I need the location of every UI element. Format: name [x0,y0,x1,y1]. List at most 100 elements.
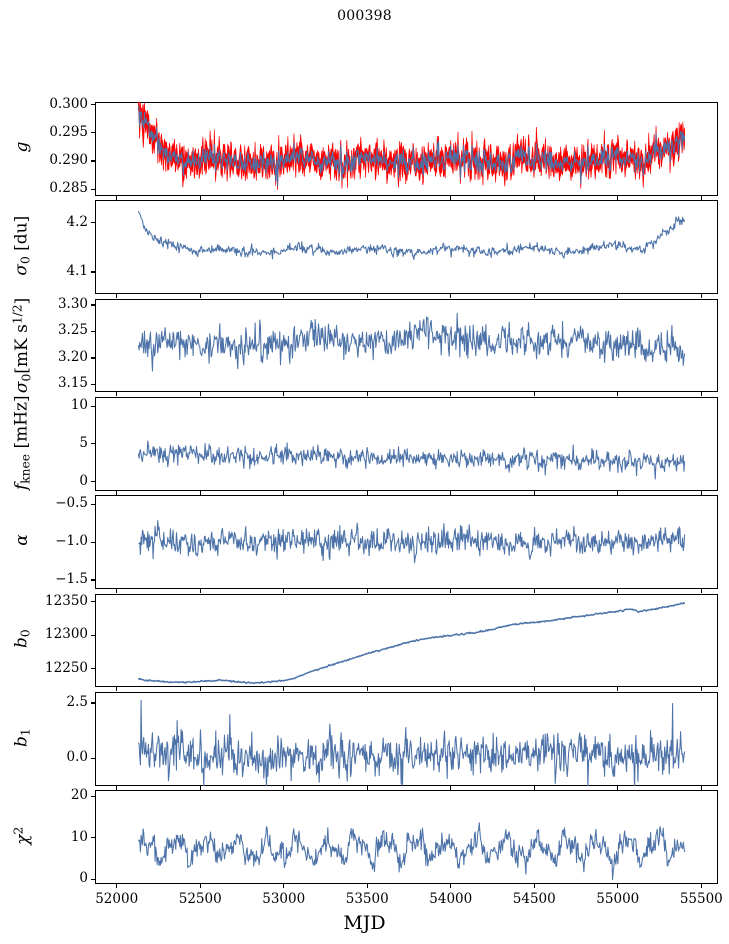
x-tickmark [283,589,285,594]
x-tickmark [700,392,702,397]
y-tick-label-f_knee: 10 [70,397,88,414]
x-tickmark [199,785,201,790]
y-tick-label-sigma0_mK: 3.25 [57,322,88,339]
x-tickmark [366,589,368,594]
plot-area-g [137,102,686,191]
x-tick-label: 52000 [95,891,139,907]
y-tickmark-f_knee [91,405,95,407]
plot-area-alpha [138,520,686,564]
x-tickmark [450,884,452,888]
y-tickmark-b1 [91,757,95,759]
figure-title: 000398 [337,8,392,24]
y-tick-label-sigma0_mK: 3.15 [57,375,88,392]
y-tick-label-sigma0_du: 4.2 [66,213,88,230]
data-line-alpha [138,520,686,564]
x-tickmark [283,294,285,299]
x-tickmark [199,490,201,495]
x-tick-label: 53500 [345,891,389,907]
y-tickmark-g [91,104,95,106]
x-tick-label: 54500 [512,891,556,907]
y-tickmark-sigma0_mK [91,304,95,306]
x-tickmark [283,490,285,495]
x-tickmark [199,589,201,594]
y-tickmark-sigma0_du [91,222,95,224]
panel-f_knee [95,396,718,491]
x-tickmark [700,589,702,594]
y-tickmark-f_knee [91,443,95,445]
y-tickmark-sigma0_du [91,271,95,273]
y-tick-label-sigma0_mK: 3.20 [57,348,88,365]
data-line-f_knee [137,440,686,480]
panel-g [95,102,718,196]
data-line-sigma0_du [137,211,686,261]
x-tickmark [450,294,452,299]
y-tickmark-chi2 [91,837,95,839]
y-tickmark-g [91,188,95,190]
data-line-chi2 [137,822,686,881]
x-tick-label: 52500 [178,891,222,907]
panel-alpha [95,495,718,590]
plot-area-b0 [137,601,686,684]
plot-area-f_knee [137,440,686,480]
data-line-g [137,105,686,187]
y-tickmark-f_knee [91,481,95,483]
model-band-g [138,102,685,191]
x-tickmark [700,490,702,495]
x-tickmark [617,785,619,790]
y-axis-label-chi2: χ2 [11,826,33,845]
x-tickmark [533,392,535,397]
x-tick-label: 55500 [679,891,723,907]
x-tickmark [366,785,368,790]
panel-b0 [95,593,718,688]
x-tickmark [533,785,535,790]
panel-frame-sigma0_du [95,200,718,295]
x-tickmark [283,884,285,888]
x-tickmark [199,392,201,397]
x-tickmark [116,490,118,495]
panel-sigma0_du [95,200,718,295]
x-tickmark [617,294,619,299]
y-tickmark-sigma0_mK [91,383,95,386]
x-tick-label: 54000 [429,891,473,907]
x-tickmark [700,785,702,790]
y-tickmark-chi2 [91,795,95,797]
x-tickmark [283,785,285,790]
x-tickmark [533,294,535,299]
y-tick-label-f_knee: 0 [79,472,88,489]
x-tickmark [116,785,118,790]
x-tickmark [700,687,702,692]
x-tickmark [283,195,285,200]
x-tickmark [116,195,118,200]
y-tickmark-sigma0_mK [91,330,95,333]
panel-frame-b0 [95,593,718,688]
x-tickmark [116,294,118,299]
x-tickmark [116,884,118,888]
x-tickmark [366,294,368,299]
plot-area-b1 [137,699,686,786]
y-tickmark-b1 [91,702,95,704]
y-tick-label-chi2: 10 [70,828,88,845]
y-tick-label-b0: 12250 [45,659,88,676]
x-tickmark [366,392,368,397]
y-tick-label-alpha: −1.5 [55,570,88,587]
x-tickmark [366,687,368,692]
panel-b1 [95,691,718,786]
y-tickmark-sigma0_mK [91,357,95,359]
plot-area-sigma0_mK [137,312,686,372]
x-tickmark [700,294,702,299]
data-line-b1 [137,699,686,786]
y-tickmark-chi2 [91,878,95,880]
y-tick-label-b1: 0.0 [66,749,88,766]
y-tickmark-alpha [91,579,95,581]
x-tickmark [199,884,201,888]
y-tick-label-chi2: 0 [79,870,88,887]
x-tickmark [533,687,535,692]
y-tickmark-b0 [91,668,95,670]
y-tick-label-alpha: −0.5 [55,495,88,512]
x-tickmark [617,589,619,594]
x-tickmark [533,195,535,200]
panel-frame-chi2 [95,790,718,884]
x-tickmark [450,785,452,790]
y-tickmark-alpha [91,541,95,543]
